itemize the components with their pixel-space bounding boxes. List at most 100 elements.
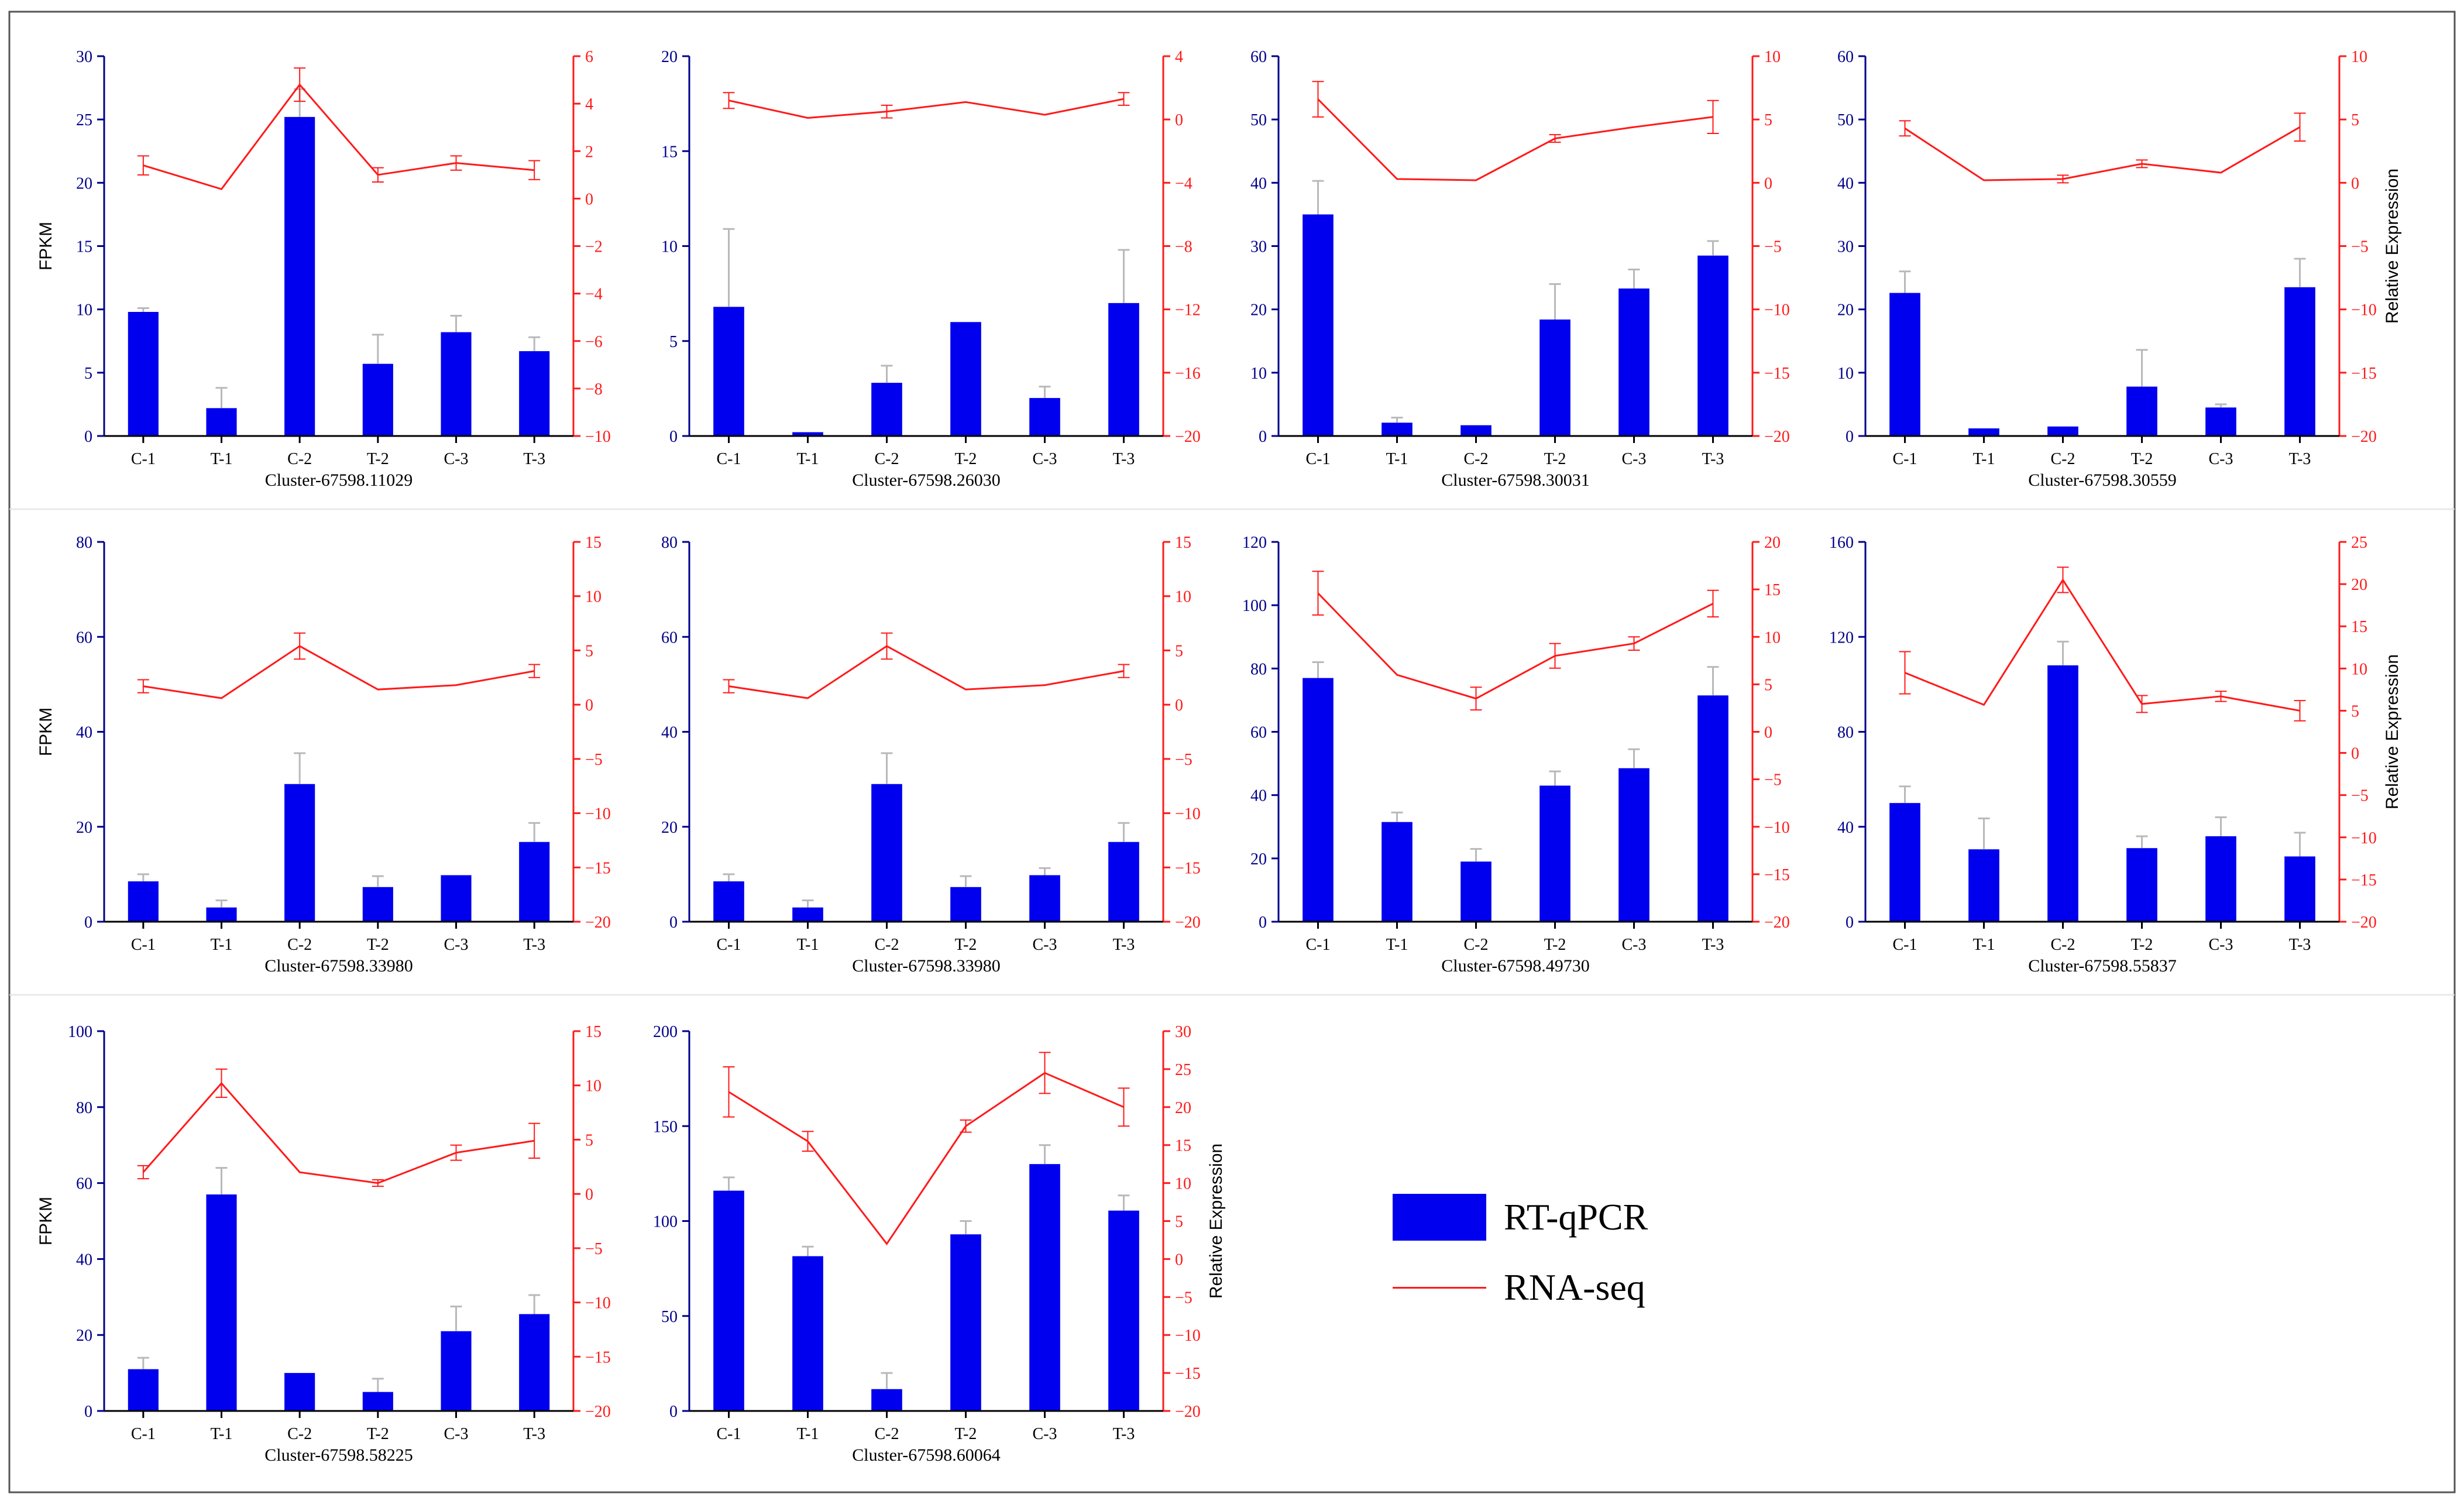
bar <box>1382 423 1413 436</box>
right-tick-label: 25 <box>1175 1061 1191 1079</box>
left-tick-label: 80 <box>76 1099 92 1117</box>
right-tick-label: −10 <box>585 805 611 823</box>
right-tick-label: 5 <box>1764 676 1772 694</box>
bar <box>519 842 550 922</box>
x-tick-label: T-3 <box>523 450 545 468</box>
bar <box>1029 1164 1060 1411</box>
bar <box>1029 875 1060 922</box>
right-tick-label: −10 <box>1764 301 1790 320</box>
right-tick-label: 10 <box>585 1077 602 1096</box>
left-tick-label: 80 <box>661 534 678 552</box>
x-tick-label: C-3 <box>1033 1425 1057 1443</box>
rnaseq-line <box>143 83 535 190</box>
bar <box>2126 386 2157 436</box>
x-tick-label: C-1 <box>717 936 741 954</box>
right-tick-label: −4 <box>1175 174 1193 193</box>
right-tick-label: −20 <box>585 1403 611 1421</box>
legend-item-rnaseq: RNA-seq <box>1393 1264 1645 1311</box>
right-tick-label: −12 <box>1175 301 1201 320</box>
x-tick-label: C-2 <box>287 1425 312 1443</box>
right-tick-label: 20 <box>1175 1099 1191 1117</box>
right-tick-label: −20 <box>1175 1403 1201 1421</box>
bar <box>206 1194 237 1411</box>
bar <box>362 1392 393 1411</box>
right-tick-label: −6 <box>585 333 603 351</box>
x-tick-label: T-2 <box>955 936 977 954</box>
left-tick-label: 20 <box>76 174 92 193</box>
left-tick-label: 20 <box>661 819 678 837</box>
right-tick-label: 15 <box>1764 581 1781 599</box>
left-tick-label: 60 <box>1837 48 1854 66</box>
right-tick-label: −20 <box>1175 428 1201 446</box>
left-tick-label: 10 <box>1250 365 1267 383</box>
bar <box>362 363 393 436</box>
x-tick-label: T-3 <box>523 936 545 954</box>
bar <box>2205 407 2236 436</box>
left-tick-label: 0 <box>669 428 678 446</box>
bar <box>362 887 393 922</box>
right-tick-label: −15 <box>2351 365 2377 383</box>
left-tick-label: 20 <box>1837 301 1854 320</box>
bar <box>713 307 744 436</box>
x-tick-label: C-3 <box>1033 936 1057 954</box>
legend-label-rnaseq: RNA-seq <box>1504 1266 1645 1308</box>
left-tick-label: 0 <box>1846 914 1854 932</box>
right-tick-label: 5 <box>1764 111 1772 129</box>
bar <box>950 322 981 436</box>
x-tick-label: T-1 <box>211 450 233 468</box>
right-tick-label: −20 <box>2351 428 2377 446</box>
bar <box>792 907 823 922</box>
x-tick-label: C-1 <box>1893 450 1917 468</box>
right-tick-label: 4 <box>585 95 593 114</box>
right-tick-label: −8 <box>1175 238 1193 256</box>
x-tick-label: C-3 <box>444 936 469 954</box>
chart-title: Cluster-67598.55837 <box>2028 956 2177 976</box>
x-tick-label: C-2 <box>875 1425 899 1443</box>
left-tick-label: 60 <box>76 1175 92 1193</box>
bar <box>2126 848 2157 922</box>
chart-title: Cluster-67598.33980 <box>852 956 1001 976</box>
right-tick-label: −15 <box>1764 866 1790 884</box>
bar <box>519 351 550 436</box>
right-tick-label: 10 <box>585 588 602 606</box>
bar <box>1618 768 1649 922</box>
chart-title: Cluster-67598.60064 <box>852 1445 1001 1465</box>
chart-2: 0 5 10 15 20 −20 −16 −12 −8 −4 0 4 C-1 T-1 C-2 T-2 C-3 T-… <box>661 48 1201 490</box>
left-tick-label: 0 <box>84 914 92 932</box>
left-tick-label: 160 <box>1829 534 1854 552</box>
chart-title: Cluster-67598.49730 <box>1441 956 1590 976</box>
left-tick-label: 40 <box>76 724 92 742</box>
left-tick-label: 40 <box>1250 787 1267 805</box>
x-tick-label: C-2 <box>287 450 312 468</box>
left-tick-label: 20 <box>661 48 678 66</box>
right-tick-label: 10 <box>1175 588 1191 606</box>
x-tick-label: C-3 <box>2209 450 2233 468</box>
bar <box>713 1190 744 1411</box>
left-tick-label: 0 <box>669 1403 678 1421</box>
bar <box>1539 785 1571 922</box>
right-tick-label: 30 <box>1175 1023 1191 1041</box>
chart-10: 0 50 100 150 200 −20 −15 −10 −5 0 5 10 15 20 25 30 C-1 T-… <box>653 1023 1226 1465</box>
left-tick-label: 200 <box>653 1023 678 1041</box>
right-tick-label: −2 <box>585 238 603 256</box>
right-tick-label: 15 <box>585 1023 602 1041</box>
right-tick-label: −5 <box>2351 787 2369 805</box>
left-tick-label: 5 <box>669 333 678 351</box>
legend-item-rtqpcr: RT-qPCR <box>1393 1194 1648 1241</box>
left-tick-label: 0 <box>1846 428 1854 446</box>
bar <box>1697 255 1728 436</box>
right-tick-label: 0 <box>585 696 593 715</box>
bar <box>206 907 237 922</box>
bar <box>519 1314 550 1411</box>
bar <box>284 116 315 437</box>
y-axis-title: FPKM <box>36 708 56 756</box>
right-tick-label: 5 <box>1175 642 1183 660</box>
rnaseq-line <box>1317 592 1714 700</box>
x-tick-label: T-2 <box>367 450 389 468</box>
x-tick-label: C-3 <box>2209 936 2233 954</box>
left-tick-label: 15 <box>661 143 678 161</box>
left-tick-label: 60 <box>661 629 678 647</box>
x-tick-label: C-3 <box>444 450 469 468</box>
x-tick-label: C-2 <box>287 936 312 954</box>
